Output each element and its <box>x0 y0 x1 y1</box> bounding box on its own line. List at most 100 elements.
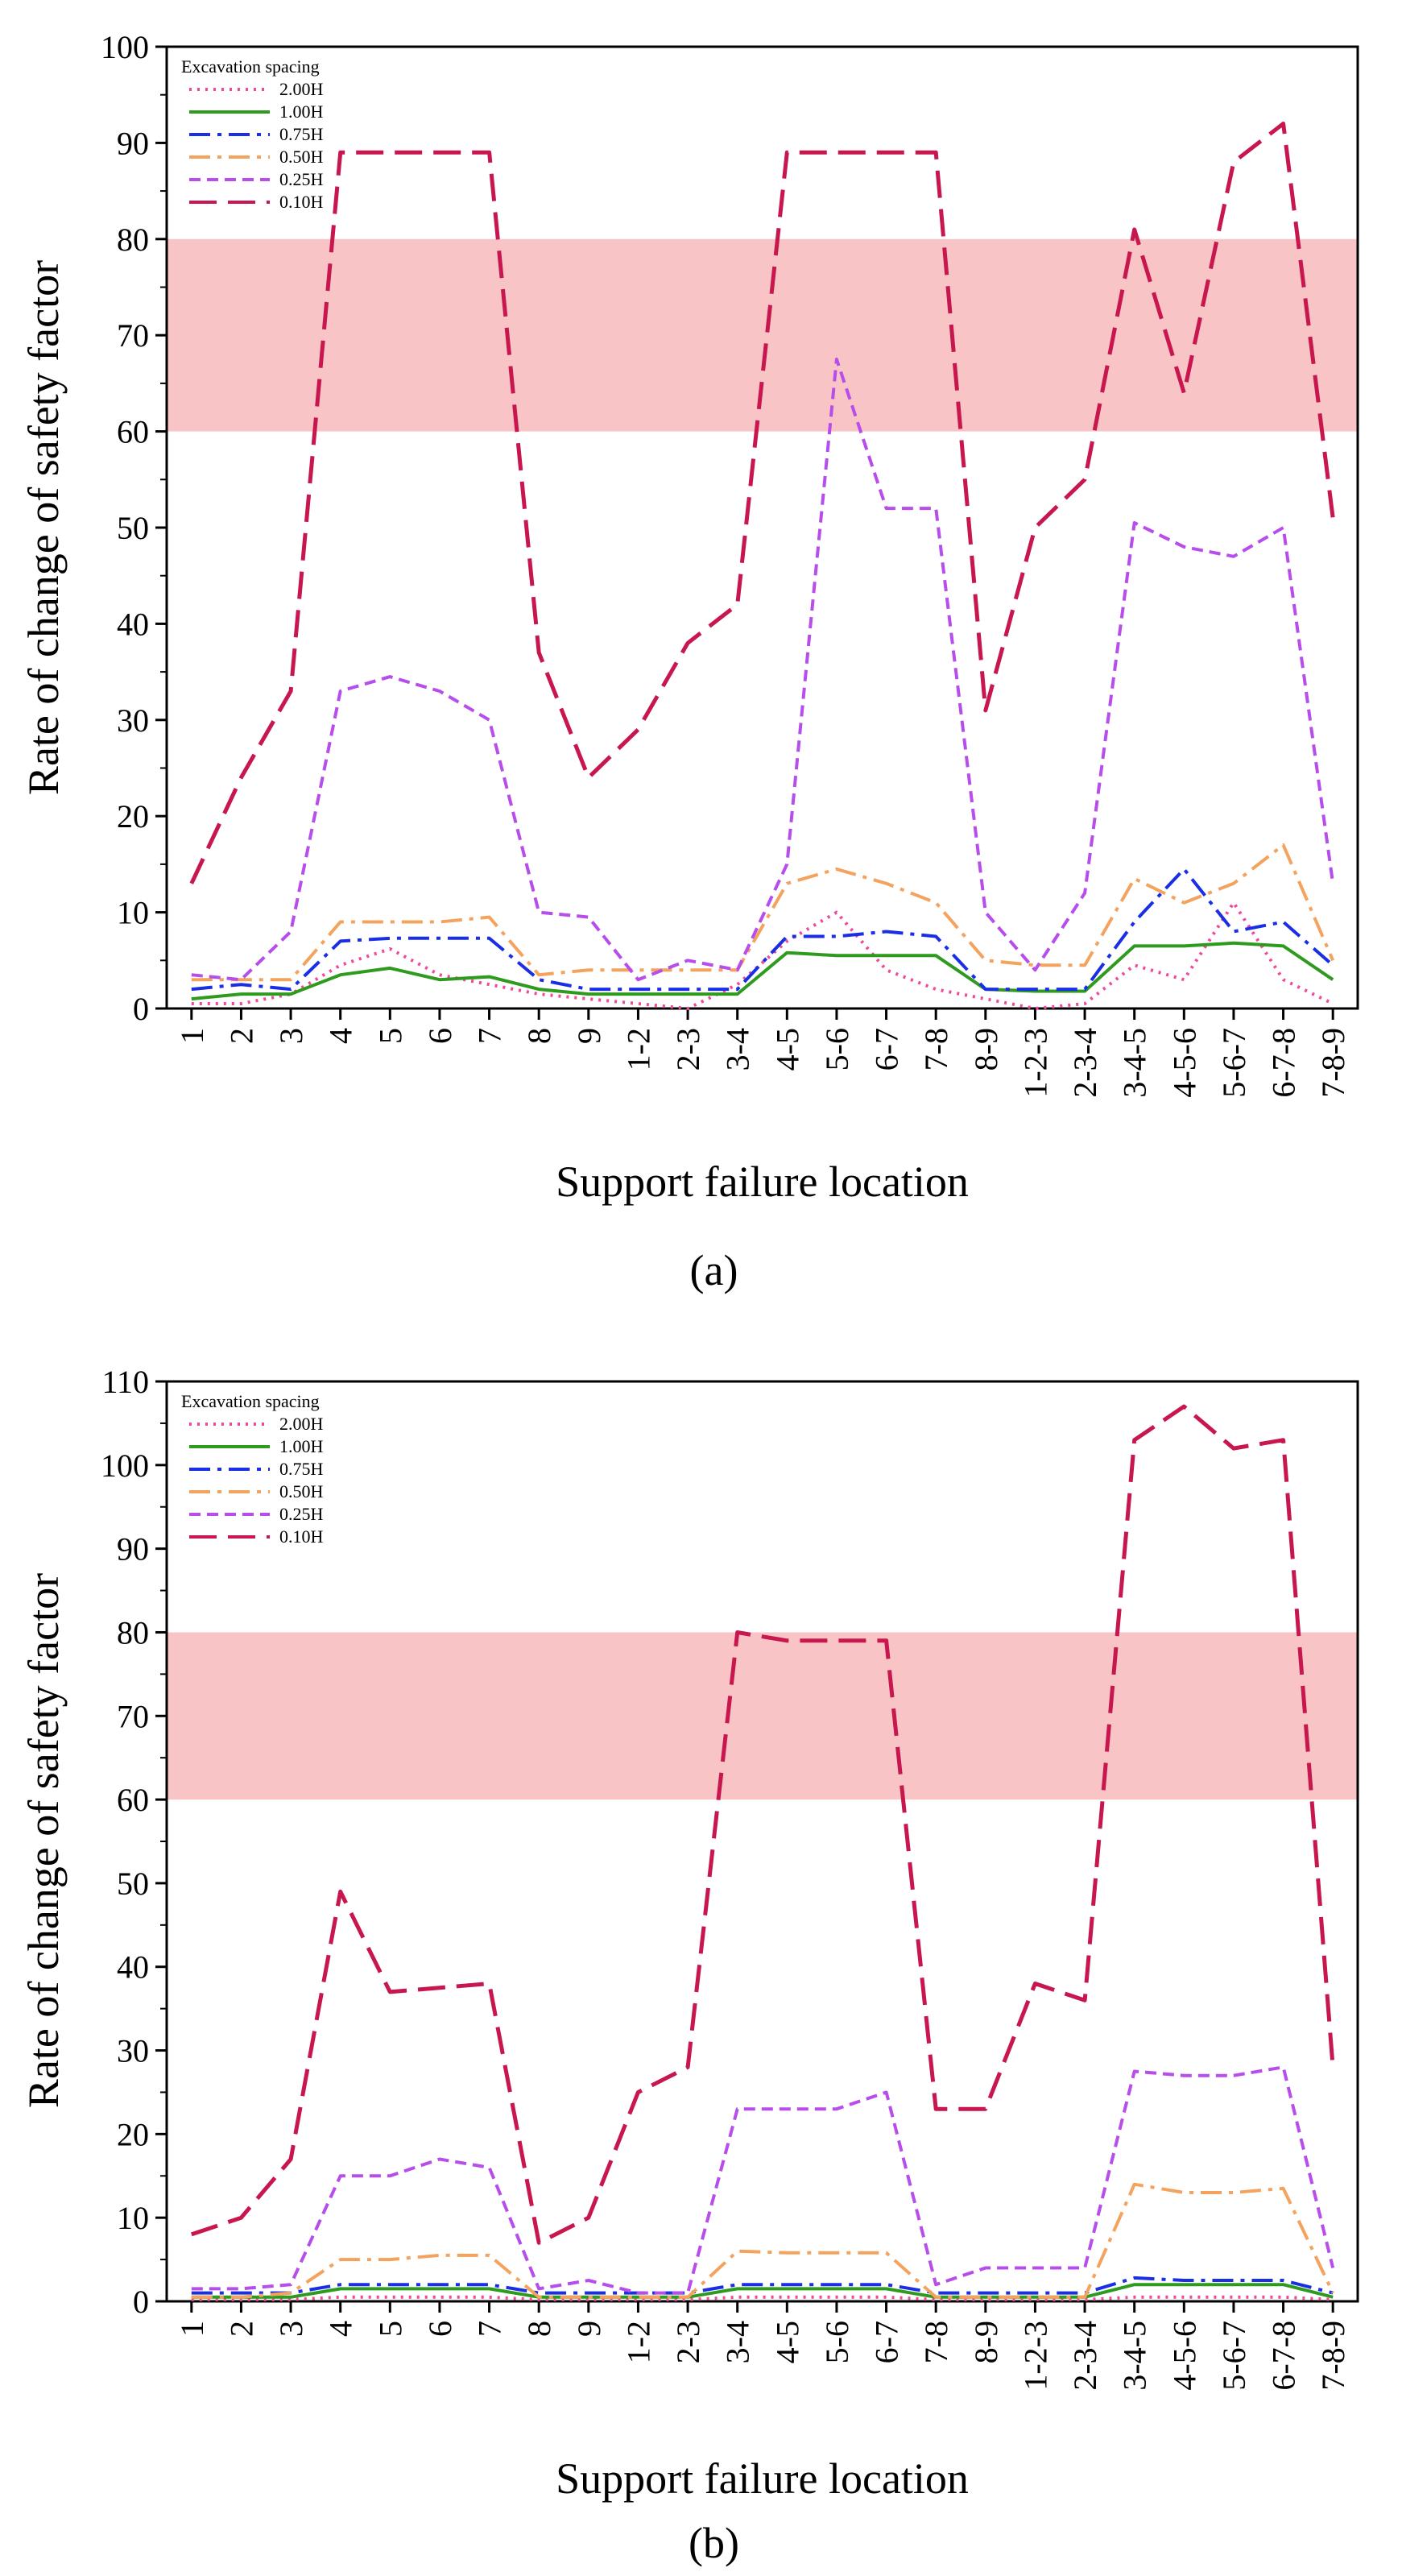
x-tick-label: 5 <box>372 2321 408 2337</box>
x-tick-label: 3-4-5 <box>1117 1028 1153 1098</box>
series-line-1.00H <box>191 941 1334 1001</box>
x-tick-label: 3 <box>273 2321 309 2337</box>
x-tick-label: 7 <box>472 1028 508 1044</box>
legend-label: 0.25H <box>279 1504 324 1524</box>
x-tick-label: 5-6-7 <box>1216 2321 1252 2391</box>
series-line-0.25H <box>191 358 1335 982</box>
y-tick-label: 20 <box>117 798 149 835</box>
legend-title: Excavation spacing <box>181 56 320 77</box>
y-tick-label: 70 <box>117 317 149 354</box>
x-tick-label: 7-8 <box>918 2321 954 2363</box>
legend-label: 1.00H <box>279 1436 324 1456</box>
series-line-0.75H <box>191 867 1334 992</box>
x-tick-label: 3-4-5 <box>1117 2321 1153 2391</box>
legend-label: 0.10H <box>279 192 324 212</box>
series-line-0.10H <box>189 122 1335 884</box>
legend-label: 2.00H <box>279 79 324 99</box>
x-tick-label: 6-7 <box>869 2321 905 2363</box>
y-tick-label: 60 <box>117 1782 149 1818</box>
panel-b: 0 10 20 30 40 50 60 70 80 90 100 110 1 2 3 4 5 6 7 8 9 1-2 2-3… <box>19 1364 1359 2567</box>
x-tick-label: 7-8-9 <box>1315 2321 1351 2391</box>
y-tick-label: 60 <box>117 414 149 450</box>
x-tick-label: 1-2-3 <box>1017 2321 1053 2391</box>
x-tick-label: 5-6 <box>819 1028 855 1071</box>
y-tick-label: 30 <box>117 2033 149 2069</box>
y-tick-label: 40 <box>117 1949 149 1986</box>
x-tick-label: 6 <box>422 2321 458 2337</box>
x-tick-label: 5-6 <box>819 2321 855 2363</box>
x-tick-label: 4-5 <box>769 2321 805 2363</box>
x-tick-label: 4-5 <box>769 1028 805 1071</box>
x-tick-label: 5 <box>372 1028 408 1044</box>
x-tick-label: 2-3 <box>670 2321 706 2363</box>
legend-label: 2.00H <box>279 1414 324 1434</box>
x-tick-label: 1-2 <box>620 2321 656 2363</box>
legend-label: 0.50H <box>279 1481 324 1501</box>
x-tick-label: 3 <box>273 1028 309 1044</box>
x-tick-label: 3-4 <box>720 2321 756 2363</box>
x-tick-label: 4-5-6 <box>1166 1028 1202 1098</box>
series-line-2.00H <box>191 2295 1334 2301</box>
y-tick-label: 50 <box>117 1866 149 1902</box>
x-tick-label: 9 <box>571 1028 607 1044</box>
legend-title: Excavation spacing <box>181 1391 320 1411</box>
legend-label: 0.10H <box>279 1526 324 1547</box>
plot-frame <box>165 1380 1359 2303</box>
x-tick-label: 7-8-9 <box>1315 1028 1351 1098</box>
y-tick-label: 110 <box>101 1364 149 1400</box>
y-tick-label: 30 <box>117 702 149 739</box>
x-axis-title: Support failure location <box>556 2454 969 2503</box>
x-tick-label: 7-8 <box>918 1028 954 1071</box>
x-tick-label: 5-6-7 <box>1216 1028 1252 1098</box>
legend-label: 1.00H <box>279 101 324 122</box>
panel-caption: (a) <box>690 1246 738 1294</box>
y-tick-label: 70 <box>117 1698 149 1734</box>
series-line-0.75H <box>191 2276 1334 2295</box>
x-axis-title: Support failure location <box>556 1158 969 1206</box>
x-tick-label: 1-2 <box>620 1028 656 1071</box>
x-tick-label: 2-3-4 <box>1067 2321 1103 2391</box>
y-tick-label: 50 <box>117 510 149 546</box>
series-line-0.50H <box>191 2182 1335 2299</box>
series-line-0.25H <box>191 2065 1335 2295</box>
series-line-0.10H <box>191 1404 1335 2245</box>
x-tick-label: 7 <box>472 2321 508 2337</box>
highlight-band <box>167 1632 1358 1800</box>
legend-label: 0.25H <box>279 169 324 189</box>
y-tick-label: 0 <box>133 991 149 1027</box>
series-line-2.00H <box>191 901 1334 1010</box>
y-tick-label: 100 <box>101 1447 149 1484</box>
legend-label: 0.50H <box>279 147 324 167</box>
y-tick-label: 90 <box>117 125 149 161</box>
x-tick-label: 4-5-6 <box>1166 2321 1202 2391</box>
x-tick-label: 6-7-8 <box>1266 1028 1302 1098</box>
panel-caption: (b) <box>689 2519 739 2567</box>
y-tick-label: 80 <box>117 222 149 258</box>
x-tick-label: 6-7 <box>869 1028 905 1071</box>
x-tick-label: 2 <box>223 1028 259 1044</box>
y-tick-label: 10 <box>117 2200 149 2236</box>
y-tick-label: 90 <box>117 1531 149 1568</box>
x-tick-label: 1 <box>174 1028 210 1044</box>
y-tick-label: 0 <box>133 2284 149 2320</box>
x-tick-label: 1 <box>174 2321 210 2337</box>
y-tick-label: 20 <box>117 2116 149 2152</box>
x-tick-label: 2-3-4 <box>1067 1028 1103 1098</box>
x-tick-label: 2 <box>223 2321 259 2337</box>
y-tick-label: 100 <box>101 29 149 65</box>
x-tick-label: 8-9 <box>968 2321 1004 2363</box>
series-line-1.00H <box>191 2283 1334 2299</box>
plot-frame <box>165 45 1359 1010</box>
x-tick-label: 2-3 <box>670 1028 706 1071</box>
legend-label: 0.75H <box>279 124 324 144</box>
series-line-0.50H <box>191 843 1335 982</box>
y-tick-label: 80 <box>117 1614 149 1650</box>
x-tick-label: 8 <box>521 2321 557 2337</box>
x-tick-label: 8 <box>521 1028 557 1044</box>
x-tick-label: 1-2-3 <box>1017 1028 1053 1098</box>
x-tick-label: 3-4 <box>720 1028 756 1071</box>
x-tick-label: 6 <box>422 1028 458 1044</box>
x-tick-label: 4 <box>323 1028 359 1044</box>
x-tick-label: 8-9 <box>968 1028 1004 1071</box>
